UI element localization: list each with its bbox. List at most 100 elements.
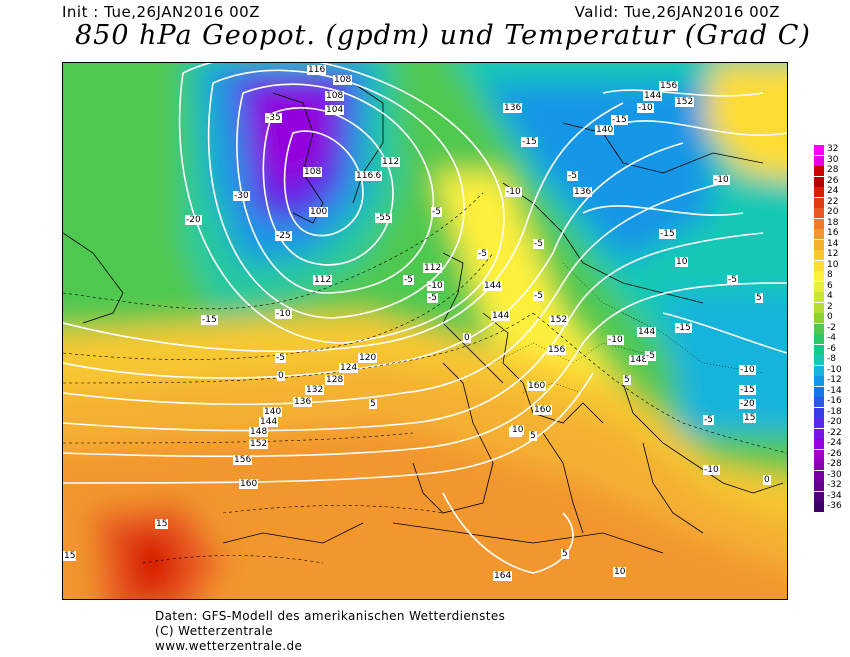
geopotential-label: 132 [305,385,325,395]
legend-swatch [814,344,824,355]
legend-swatch [814,407,824,418]
legend-value: 10 [827,259,839,270]
legend-swatch [814,470,824,481]
legend-value: 14 [827,238,839,249]
data-credits: Daten: GFS-Modell des amerikanischen Wet… [155,609,505,654]
temperature-label: -5 [477,249,488,259]
legend-entry: -26 [810,448,850,460]
legend-entry: -14 [810,386,850,397]
geopotential-label: 112 [423,263,443,273]
legend-entry: -30 [810,469,850,481]
geopotential-label: 140 [595,125,615,135]
legend-entry: 4 [810,291,850,302]
legend-entry: 2 [810,302,850,313]
geopotential-label: 152 [675,97,695,107]
temperature-label: -15 [659,229,676,239]
legend-value: -8 [827,354,836,364]
temperature-label: -5 [431,207,442,217]
temperature-label: 10 [675,257,689,267]
legend-value: -26 [827,448,842,459]
legend-value: -12 [827,375,842,385]
temperature-label: 15 [63,551,77,561]
legend-swatch [814,145,824,155]
valid-time: Valid: Tue,26JAN2016 00Z [574,3,780,21]
temperature-label: 5 [623,375,631,385]
legend-swatch [814,397,824,407]
temperature-label: 10 [511,425,525,435]
legend-swatch [814,218,824,229]
legend-swatch [814,302,824,313]
temperature-label: -15 [739,385,756,395]
legend-entry: -22 [810,428,850,439]
legend-value: 22 [827,196,839,207]
legend-value: -18 [827,406,842,417]
geopotential-label: 116 [355,171,375,181]
temperature-label: 5 [755,293,763,303]
geopotential-label: 128 [325,375,345,385]
legend-swatch [814,197,824,208]
temperature-label: -20 [739,399,756,409]
legend-entry: 8 [810,270,850,281]
temperature-label: -55 [375,213,392,223]
legend-swatch [814,418,824,428]
legend-value: -2 [827,322,836,333]
geopotential-label: 136 [293,397,313,407]
legend-value: 32 [827,144,839,154]
legend-value: 6 [827,280,833,291]
temperature-label: -30 [233,191,250,201]
legend-swatch [814,187,824,197]
temperature-label: -5 [533,239,544,249]
temperature-label: 15 [743,413,757,423]
geopotential-label: 148 [249,427,269,437]
temperature-label: -5 [727,275,738,285]
legend-entry: -36 [810,501,850,512]
geopotential-label: 104 [325,105,345,115]
legend-swatch [814,460,824,470]
coastlines [63,82,784,554]
temperature-label: -15 [201,315,218,325]
geopotential-label: 112 [381,157,401,167]
geopotential-label: 160 [239,479,259,489]
temperature-label: 0 [463,333,471,343]
temperature-label: -5 [645,351,656,361]
map-title: 850 hPa Geopot. (gpdm) und Temperatur (G… [75,20,811,51]
geopotential-label: 120 [358,353,378,363]
legend-swatch [814,292,824,302]
legend-swatch [814,313,824,323]
legend-swatch [814,355,824,365]
temperature-label: -10 [713,175,730,185]
temperature-label: 5 [529,431,537,441]
geopotential-label: 156 [659,81,679,91]
legend-value: -28 [827,459,842,469]
legend-value: -10 [827,364,842,375]
temperature-label: 10 [613,567,627,577]
legend-entry: -18 [810,406,850,418]
legend-entry: -2 [810,322,850,334]
legend-swatch [814,439,824,449]
legend-entry: 14 [810,238,850,250]
legend-value: -32 [827,480,842,490]
temperature-label: -35 [265,113,282,123]
weather-map[interactable]: 116 108 104 100 112 120 124 128 132 136 140 144 148 1… [62,62,788,600]
legend-swatch [814,229,824,239]
legend-swatch [814,376,824,386]
legend-swatch [814,260,824,271]
geopotential-label: 164 [493,571,513,581]
temperature-label: -5 [427,293,438,303]
temperature-label: -10 [505,187,522,197]
geopotential-label: 116 [307,65,327,75]
temperature-label: 0 [277,371,285,381]
website[interactable]: www.wetterzentrale.de [155,639,303,653]
temperature-label: -10 [739,365,756,375]
temperature-label: 5 [369,399,377,409]
legend-value: 24 [827,186,839,196]
geopotential-label: 152 [549,315,569,325]
legend-swatch [814,449,824,460]
legend-entry: -34 [810,491,850,502]
legend-value: -24 [827,438,842,448]
temperature-label: -5 [567,171,578,181]
legend-swatch [814,239,824,250]
temperature-label: 5 [561,549,569,559]
legend-value: 20 [827,207,839,217]
legend-value: -30 [827,469,842,480]
